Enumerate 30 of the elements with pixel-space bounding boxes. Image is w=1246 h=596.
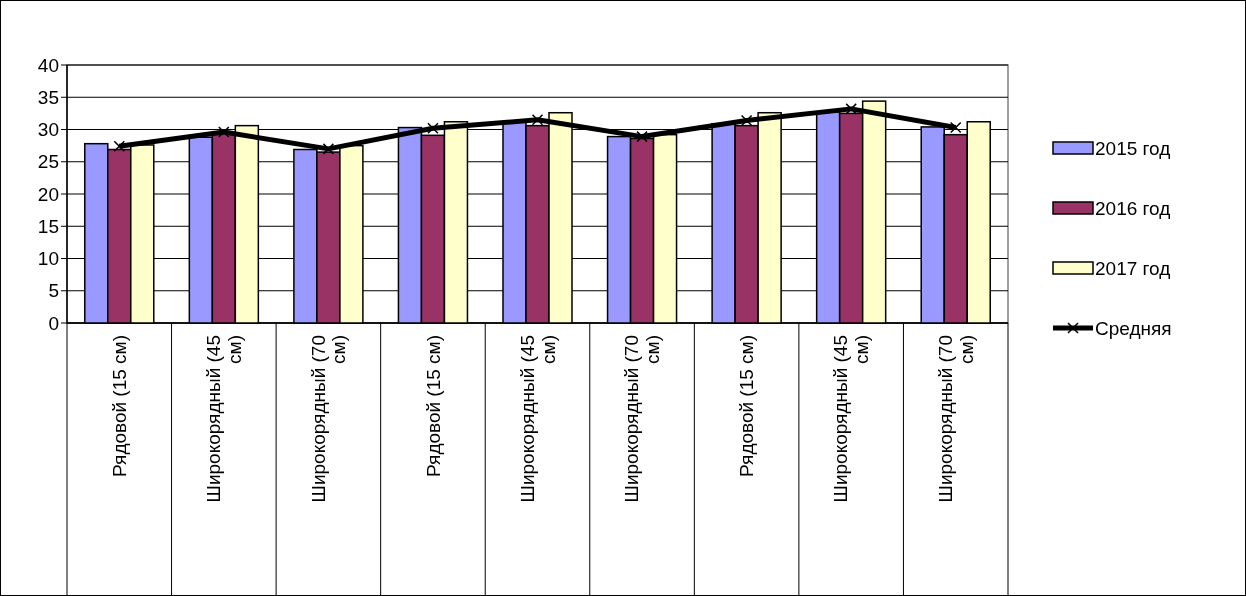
point: [636, 130, 648, 143]
x-tick-label: Рядовой (15 см): [108, 335, 130, 477]
y-tick-label: 35: [37, 86, 59, 108]
point: [218, 126, 230, 138]
x-tick-label: Широкорядный (70 см): [621, 335, 664, 503]
y-tick-label: 20: [37, 183, 59, 205]
y-tick-label: 15: [37, 215, 59, 237]
x-tick-label: Широкорядный (45 см): [516, 335, 559, 503]
point: [322, 143, 335, 155]
legend-label: Средняя: [1095, 317, 1172, 339]
y-tick-label: 10: [37, 248, 59, 270]
point: [845, 103, 857, 115]
x-tick-label: Широкорядный (45 см): [830, 335, 873, 503]
point: [949, 121, 962, 134]
legend-label: 2015 год: [1095, 137, 1171, 159]
point: [531, 114, 544, 126]
legend-label: 2017 год: [1095, 257, 1171, 279]
x-tick-label: Рядовой (15 см): [422, 335, 444, 477]
y-tick-label: 40: [37, 54, 59, 76]
x-tick-label: Широкорядный (70 см): [307, 335, 350, 503]
x-tick-label: Рядовой (15 см): [736, 335, 758, 477]
point: [113, 140, 126, 153]
y-tick-label: 25: [37, 151, 59, 173]
x-tick-label: Широкорядный (70 см): [934, 335, 977, 503]
legend-label: 2016 год: [1095, 197, 1171, 219]
y-tick-label: 0: [48, 312, 59, 334]
point: [427, 122, 439, 134]
y-tick-label: 5: [48, 280, 59, 302]
x-tick-label: Широкорядный (45 см): [203, 335, 245, 503]
y-tick-label: 30: [37, 119, 59, 141]
